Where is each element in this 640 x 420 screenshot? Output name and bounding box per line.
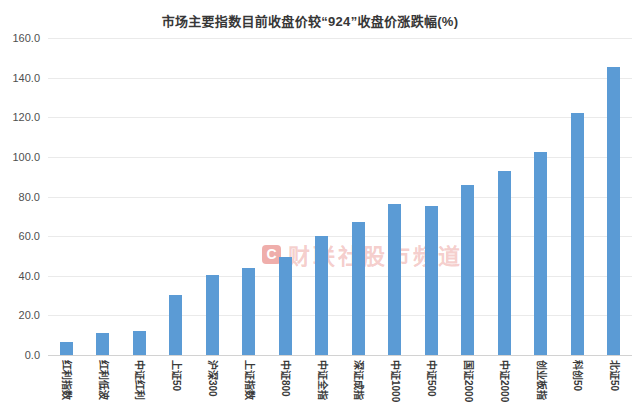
gridline: [48, 355, 632, 356]
x-tick-label: 上证50: [170, 360, 182, 416]
x-tick-label: 科创50: [572, 360, 584, 416]
bar-slot: [267, 38, 304, 355]
bar-slot: [231, 38, 268, 355]
x-tick-label: 中证500: [426, 360, 438, 416]
y-tick-label: 120.0: [12, 111, 40, 123]
bar: [133, 331, 146, 355]
bar: [206, 275, 219, 355]
plot-area: C 财联社股市频道: [48, 38, 632, 355]
x-tick-label: 国证2000: [462, 360, 474, 416]
x-slot: 沪深300: [194, 360, 231, 416]
x-slot: 红利指数: [48, 360, 85, 416]
bar-series: [48, 38, 632, 355]
bar: [242, 268, 255, 355]
y-tick-label: 140.0: [12, 72, 40, 84]
x-slot: 中证全指: [304, 360, 341, 416]
x-slot: 创业板指: [523, 360, 560, 416]
y-axis-labels: 160.0140.0120.0100.080.060.040.020.00.0: [0, 38, 40, 355]
x-axis-labels: 红利指数 红利低波 中证红利 上证50 沪深300 上证指数 中证800 中证全指 深证成指 中证…: [48, 360, 632, 416]
bar-slot: [304, 38, 341, 355]
bar-slot: [158, 38, 195, 355]
bar: [169, 295, 182, 355]
y-tick-label: 40.0: [19, 270, 40, 282]
y-tick-label: 100.0: [12, 151, 40, 163]
x-slot: 科创50: [559, 360, 596, 416]
x-slot: 上证50: [158, 360, 195, 416]
x-tick-label: 红利指数: [61, 360, 73, 416]
bar-slot: [377, 38, 414, 355]
y-tick-label: 0.0: [25, 349, 40, 361]
bar: [571, 113, 584, 355]
bar: [425, 206, 438, 355]
x-slot: 中证红利: [121, 360, 158, 416]
bar: [279, 257, 292, 355]
bar-slot: [486, 38, 523, 355]
bar: [607, 67, 620, 355]
bar-slot: [121, 38, 158, 355]
bar: [461, 185, 474, 355]
bar-slot: [48, 38, 85, 355]
x-slot: 北证50: [596, 360, 633, 416]
bar-slot: [596, 38, 633, 355]
x-slot: 中证2000: [486, 360, 523, 416]
x-tick-label: 深证成指: [353, 360, 365, 416]
bar: [96, 333, 109, 355]
bar-slot: [340, 38, 377, 355]
bar: [388, 204, 401, 355]
bar-slot: [523, 38, 560, 355]
x-slot: 中证800: [267, 360, 304, 416]
x-tick-label: 红利低波: [97, 360, 109, 416]
x-tick-label: 中证红利: [134, 360, 146, 416]
x-slot: 国证2000: [450, 360, 487, 416]
bar-slot: [194, 38, 231, 355]
y-tick-label: 60.0: [19, 230, 40, 242]
bar-slot: [450, 38, 487, 355]
x-tick-label: 创业板指: [535, 360, 547, 416]
x-slot: 中证1000: [377, 360, 414, 416]
bar: [534, 152, 547, 355]
bar-slot: [85, 38, 122, 355]
chart-title: 市场主要指数目前收盘价较“924”收盘价涨跌幅(%): [0, 11, 620, 30]
bar: [352, 222, 365, 356]
bar-slot: [413, 38, 450, 355]
x-tick-label: 中证1000: [389, 360, 401, 416]
x-slot: 中证500: [413, 360, 450, 416]
x-tick-label: 上证指数: [243, 360, 255, 416]
y-tick-label: 20.0: [19, 309, 40, 321]
bar: [498, 171, 511, 355]
bar: [60, 342, 73, 355]
bar-slot: [559, 38, 596, 355]
x-tick-label: 沪深300: [207, 360, 219, 416]
x-tick-label: 中证2000: [499, 360, 511, 416]
x-tick-label: 中证全指: [316, 360, 328, 416]
x-tick-label: 北证50: [608, 360, 620, 416]
bar: [315, 236, 328, 355]
x-slot: 红利低波: [85, 360, 122, 416]
y-tick-label: 160.0: [12, 32, 40, 44]
x-slot: 上证指数: [231, 360, 268, 416]
x-slot: 深证成指: [340, 360, 377, 416]
x-tick-label: 中证800: [280, 360, 292, 416]
y-tick-label: 80.0: [19, 191, 40, 203]
